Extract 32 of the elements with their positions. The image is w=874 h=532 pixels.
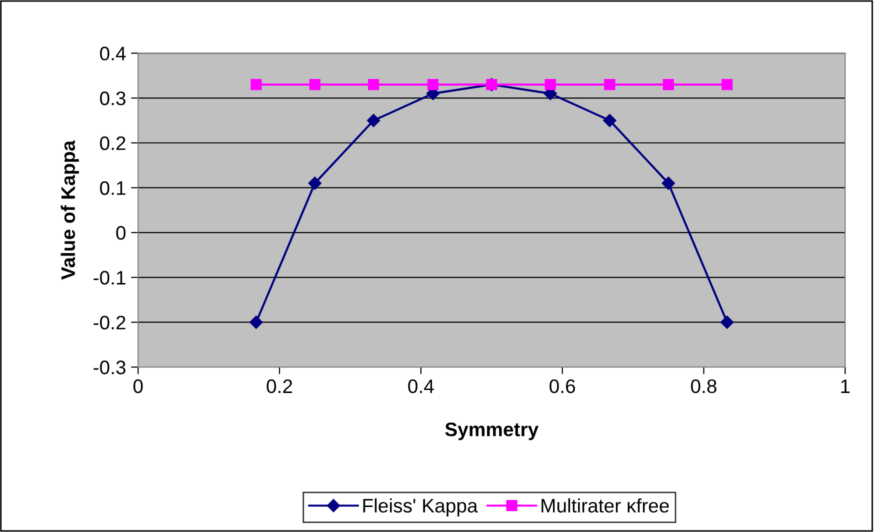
y-tick-label: 0 <box>116 226 126 240</box>
x-tick-label: 0.6 <box>550 379 575 394</box>
point <box>720 316 734 329</box>
legend-label: Multirater κfree <box>542 498 669 513</box>
x-tick-label: 0.8 <box>690 379 716 394</box>
x-axis-title: Symmetry <box>445 422 539 440</box>
point <box>250 79 262 90</box>
point <box>604 79 616 90</box>
y-tick-label: -0.1 <box>94 270 126 285</box>
point <box>427 79 438 90</box>
point <box>544 79 556 90</box>
point <box>366 114 380 128</box>
y-tick-label: 0.2 <box>100 136 126 150</box>
y-tick-label: -0.2 <box>94 316 126 330</box>
point <box>722 79 733 90</box>
point <box>662 79 674 90</box>
y-tick-label: 0.3 <box>100 92 126 106</box>
point <box>309 79 320 90</box>
y-tick-label: 0.1 <box>100 181 126 195</box>
x-tick-label: 0.4 <box>408 379 434 394</box>
point <box>603 114 616 128</box>
x-tick-label: 0 <box>133 379 143 394</box>
y-tick-label: 0.4 <box>100 46 126 60</box>
legend-label: Fleiss' Kappa <box>363 498 478 516</box>
x-tick-label: 0.2 <box>266 379 292 394</box>
y-tick-label: -0.3 <box>94 360 126 374</box>
x-tick-label: 1 <box>841 380 850 393</box>
point <box>662 176 675 190</box>
point <box>308 176 322 190</box>
y-axis-title: Value of Kappa <box>60 140 79 280</box>
point <box>250 316 263 329</box>
point <box>368 79 380 90</box>
